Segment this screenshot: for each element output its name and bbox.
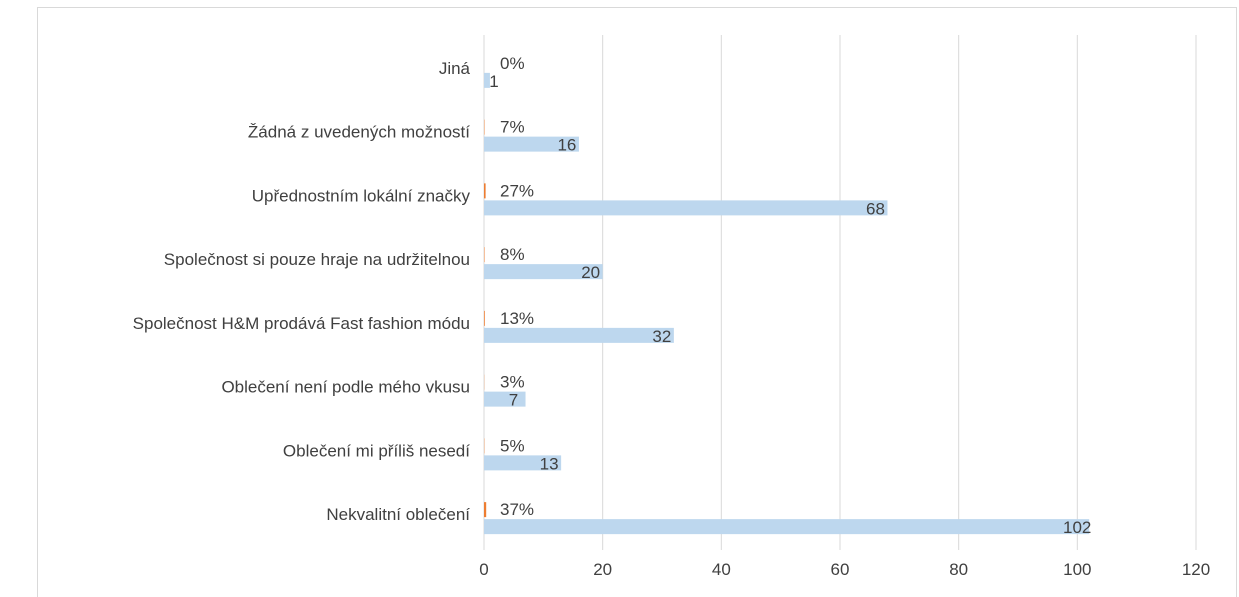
x-tick-label: 20 xyxy=(593,560,612,579)
count-label: 1 xyxy=(489,72,498,91)
category-label: Upřednostním lokální značky xyxy=(252,186,471,205)
category-label: Oblečení mi příliš nesedí xyxy=(283,441,470,460)
count-bar xyxy=(484,519,1089,534)
category-label: Nekvalitní oblečení xyxy=(326,505,470,524)
percent-label: 5% xyxy=(500,436,525,455)
count-label: 13 xyxy=(540,454,559,473)
x-tick-label: 40 xyxy=(712,560,731,579)
percent-label: 0% xyxy=(500,54,525,73)
x-tick-label: 60 xyxy=(831,560,850,579)
data-labels: 0%1 7% 16 27% 68 8% 20 13% 32 3%7 5% 13 37% 102 xyxy=(489,54,1091,537)
percent-bar xyxy=(484,502,486,517)
category-label: Společnost H&M prodává Fast fashion módu xyxy=(133,314,470,333)
category-label: Jiná xyxy=(439,59,471,78)
count-label: 20 xyxy=(581,263,600,282)
percent-label: 37% xyxy=(500,500,534,519)
category-label: Oblečení není podle mého vkusu xyxy=(221,378,470,397)
count-label: 68 xyxy=(866,199,885,218)
gridlines xyxy=(484,35,1196,550)
count-label: 32 xyxy=(652,327,671,346)
percent-label: 8% xyxy=(500,245,525,264)
category-labels: Jiná Žádná z uvedených možností Upřednostn… xyxy=(133,59,471,524)
count-bar xyxy=(484,200,887,215)
x-tick-label: 0 xyxy=(479,560,488,579)
x-tick-label: 100 xyxy=(1063,560,1091,579)
category-label: Společnost si pouze hraje na udržitelnou xyxy=(164,250,470,269)
count-label: 7 xyxy=(509,391,518,410)
x-tick-label: 80 xyxy=(949,560,968,579)
count-label: 102 xyxy=(1063,518,1091,537)
x-tick-label: 120 xyxy=(1182,560,1210,579)
count-bar xyxy=(484,392,526,407)
percent-label: 3% xyxy=(500,373,525,392)
percent-label: 7% xyxy=(500,118,525,137)
count-bar xyxy=(484,328,674,343)
count-label: 16 xyxy=(557,136,576,155)
percent-bar xyxy=(484,311,485,326)
percent-label: 13% xyxy=(500,309,534,328)
percent-label: 27% xyxy=(500,181,534,200)
category-label: Žádná z uvedených možností xyxy=(248,123,470,142)
x-axis-tick-labels: 0 20 40 60 80 100 120 xyxy=(479,560,1210,579)
percent-bar xyxy=(484,183,486,198)
